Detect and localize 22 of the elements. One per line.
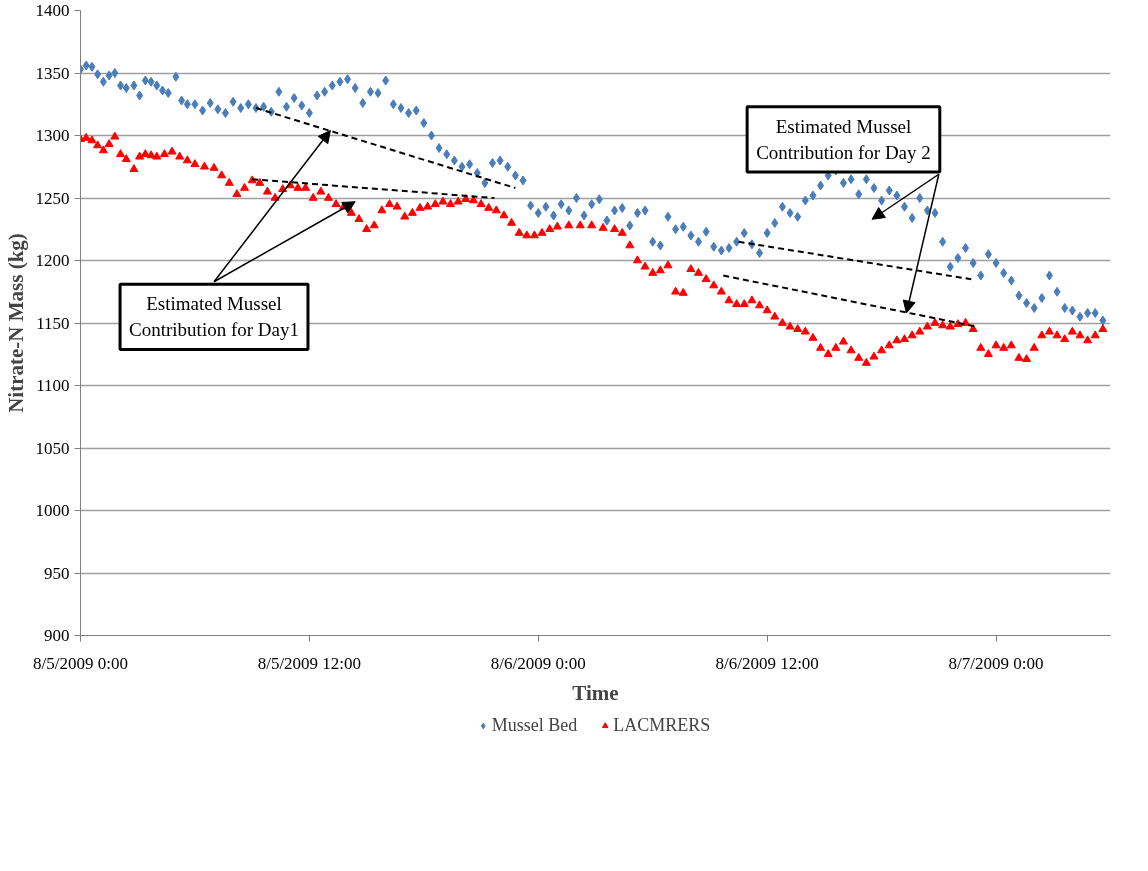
y-tick-label: 1300 <box>35 126 70 145</box>
annotation: Estimated Mussel Contribution for Day1 <box>129 293 299 341</box>
x-tick-label: 8/5/2009 0:00 <box>33 653 128 673</box>
y-tick-label: 1150 <box>36 313 70 333</box>
x-tick-label: 8/5/2009 12:00 <box>257 653 362 673</box>
y-tick-label: 1400 <box>35 1 70 20</box>
y-tick-label: 1250 <box>35 188 70 208</box>
x-tick-label: 8/6/2009 12:00 <box>715 653 819 673</box>
y-tick-label: 1050 <box>35 438 70 458</box>
y-tick-label: 1350 <box>35 63 70 83</box>
y-tick-label: 1100 <box>36 376 70 395</box>
y-tick-label: 1000 <box>35 501 70 520</box>
y-tick-label: 950 <box>44 563 70 583</box>
x-tick-label: 8/6/2009 0:00 <box>490 653 586 673</box>
y-tick-label: 900 <box>44 626 70 645</box>
x-tick-label: 8/7/2009 0:00 <box>948 653 1044 673</box>
x-axis-title: Time <box>572 680 619 705</box>
legend-label: Mussel Bed <box>491 714 578 736</box>
y-tick-label: 1200 <box>35 251 70 270</box>
y-axis-title: Nitrate-N Mass (kg) <box>3 233 28 413</box>
annotation: Estimated Mussel Contribution for Day 2 <box>756 115 931 163</box>
legend-label: LACMRERS <box>613 714 711 736</box>
